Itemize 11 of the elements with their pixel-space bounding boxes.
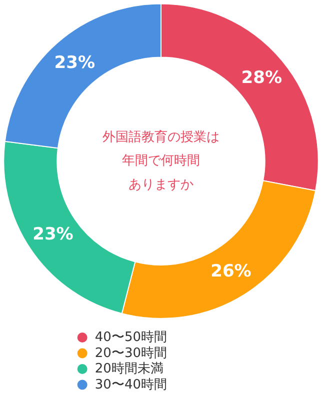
data-label: 23% (54, 53, 95, 74)
legend-label: 40〜50時間 (94, 330, 168, 346)
data-label: 23% (32, 224, 74, 245)
text: 外国語教育の授業は (102, 129, 220, 146)
legend-label: 30〜40時間 (94, 377, 168, 392)
text: 年間で何時間 (122, 154, 200, 169)
legend-label: 20時間未満 (94, 362, 164, 377)
data-label: 28% (241, 68, 282, 88)
data-label: 26% (210, 261, 252, 282)
legend-label: 20〜30時間 (94, 346, 168, 361)
text: ありますか (128, 177, 194, 192)
